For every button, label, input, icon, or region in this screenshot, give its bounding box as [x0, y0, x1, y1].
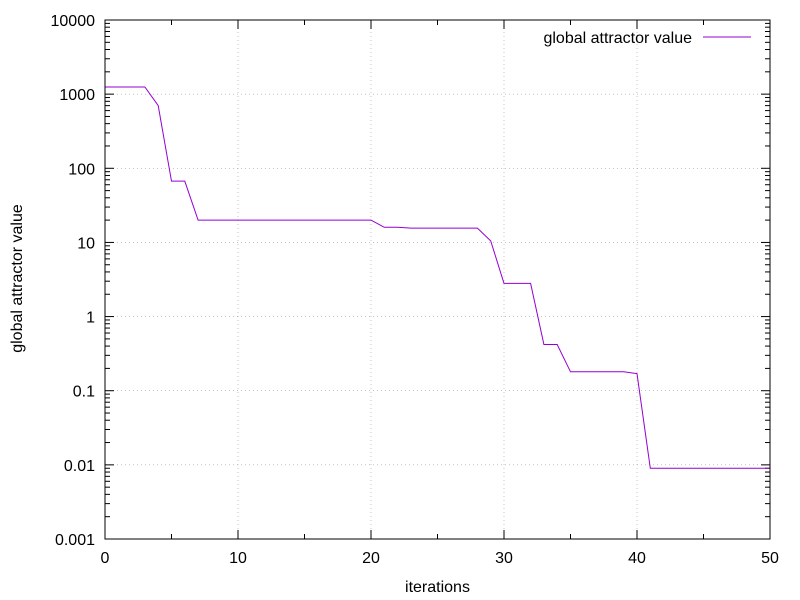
- x-tick-label: 20: [362, 550, 380, 567]
- x-axis-title: iterations: [405, 579, 470, 596]
- x-tick-label: 50: [761, 550, 779, 567]
- legend-label: global attractor value: [543, 30, 692, 47]
- y-axis-title: global attractor value: [9, 204, 26, 353]
- series-line: [105, 86, 770, 469]
- y-tick-label: 0.001: [55, 532, 95, 549]
- series-layer: [105, 86, 770, 469]
- plot-frame: [104, 19, 771, 540]
- y-tick-label: 10: [77, 235, 95, 252]
- x-tick-label: 30: [495, 550, 513, 567]
- x-tick-label: 0: [101, 550, 110, 567]
- axis-ticks: [104, 19, 771, 540]
- x-tick-labels: 0 10 20 30 40 50: [101, 550, 779, 567]
- legend: global attractor value: [543, 30, 751, 47]
- y-tick-label: 100: [68, 161, 95, 178]
- y-tick-labels: 0.001 0.01 0.1 1 10 100 1000 10000: [51, 13, 96, 549]
- grid: [105, 20, 770, 539]
- y-tick-label: 10000: [51, 13, 96, 30]
- y-tick-label: 0.01: [64, 458, 95, 475]
- y-tick-label: 1: [86, 310, 95, 327]
- y-tick-label: 0.1: [73, 384, 95, 401]
- x-tick-label: 40: [628, 550, 646, 567]
- x-tick-label: 10: [229, 550, 247, 567]
- y-tick-label: 1000: [59, 87, 95, 104]
